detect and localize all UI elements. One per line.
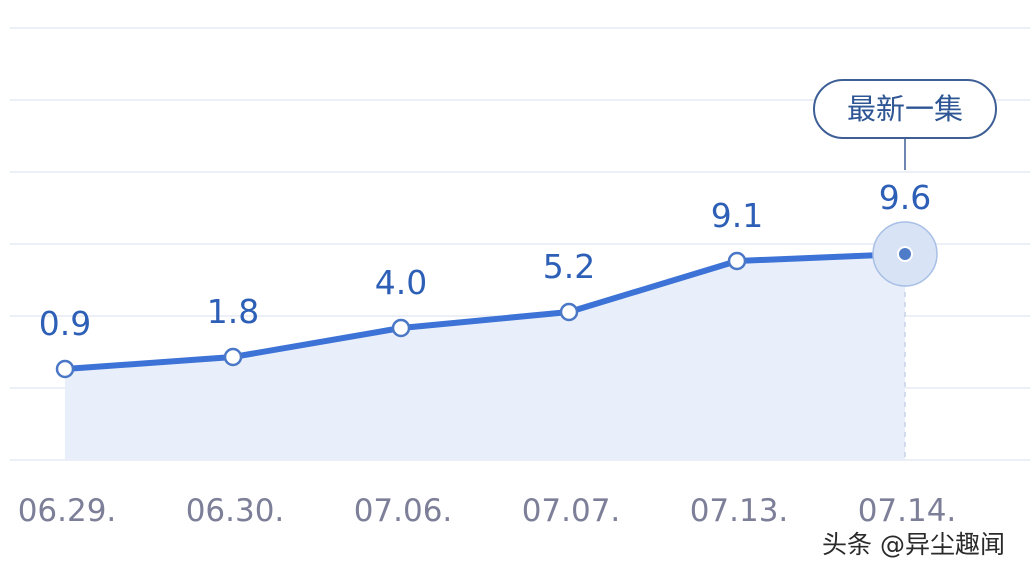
value-label: 1.8 (207, 292, 259, 331)
x-tick-label: 07.14. (858, 493, 957, 529)
x-tick-label: 07.06. (354, 493, 453, 529)
x-tick-label: 06.29. (18, 493, 117, 529)
value-label: 0.9 (39, 304, 91, 343)
badge-box (813, 79, 997, 139)
data-points (55, 221, 938, 379)
x-tick-label: 06.30. (186, 493, 285, 529)
data-point (55, 359, 75, 379)
data-point (559, 302, 579, 322)
x-axis-labels: 06.29. 06.30. 07.06. 07.07. 07.13. 07.14. (18, 493, 957, 529)
latest-episode-badge: 最新一集 (813, 79, 997, 170)
x-tick-label: 07.13. (690, 493, 789, 529)
x-tick-label: 07.07. (522, 493, 621, 529)
area-fill (65, 254, 905, 460)
watermark-area: 头条 @异尘趣闻 (822, 530, 1005, 559)
value-label: 9.6 (879, 178, 931, 217)
watermark-text: 头条 @异尘趣闻 (822, 530, 1005, 559)
data-point (897, 246, 913, 262)
data-point (727, 251, 747, 271)
value-label: 5.2 (543, 247, 595, 286)
value-labels: 0.9 1.8 4.0 5.2 9.1 9.6 (39, 178, 931, 343)
series-line (62, 251, 908, 372)
data-point (391, 318, 411, 338)
value-label: 4.0 (375, 263, 427, 302)
badge-label: 最新一集 (847, 92, 963, 126)
value-label: 9.1 (711, 196, 763, 235)
data-point (223, 347, 243, 367)
